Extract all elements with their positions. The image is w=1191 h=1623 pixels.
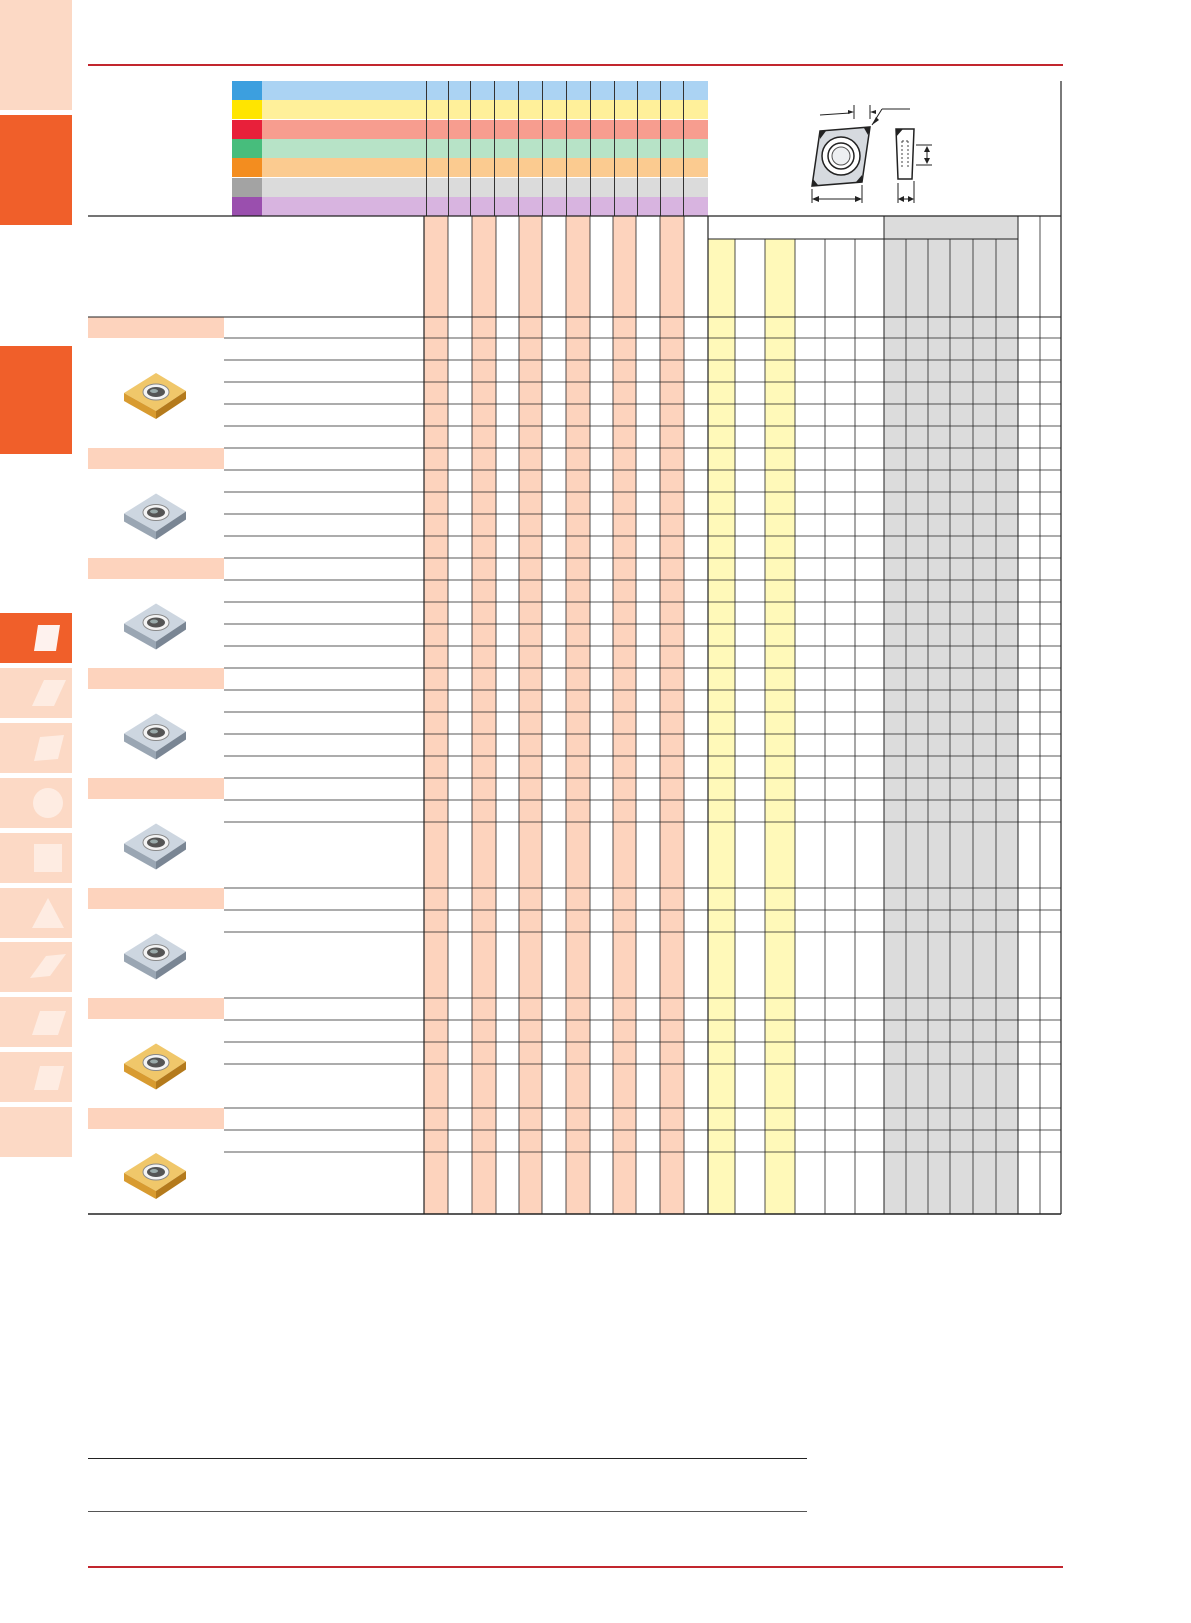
cutting-condition-shade (708, 239, 735, 1214)
material-swatch-6 (232, 177, 262, 197)
material-band-6 (262, 177, 708, 197)
footnote-rule-bottom (88, 1511, 807, 1512)
footnote-rule-top (88, 1458, 807, 1459)
band-divider (660, 81, 661, 216)
insert-gold-icon (124, 1153, 186, 1199)
rhombus-55-icon (34, 735, 64, 761)
side-tab-5[interactable] (0, 457, 72, 612)
insert-silver-icon (124, 823, 186, 870)
band-divider (590, 81, 591, 216)
side-tab-11[interactable] (0, 888, 72, 938)
band-divider (542, 81, 543, 216)
insert-dimension-diagram (790, 95, 950, 210)
material-band-3 (262, 119, 708, 139)
material-swatch-1 (232, 81, 262, 100)
insert-group-header-7 (88, 998, 224, 1019)
side-tab-9[interactable] (0, 778, 72, 828)
side-tab-15[interactable] (0, 1107, 72, 1157)
parallelogram-icon (32, 1011, 66, 1035)
band-divider (426, 81, 427, 216)
insert-group-header-5 (88, 778, 224, 799)
insert-group-header-1 (88, 317, 224, 338)
cutting-condition-shade (765, 239, 795, 1214)
round-icon (33, 788, 63, 818)
material-swatch-2 (232, 100, 262, 120)
pentagon-icon (34, 1066, 64, 1090)
material-band-2 (262, 100, 708, 120)
triangle-icon (32, 898, 64, 928)
band-divider (683, 81, 684, 216)
material-band-5 (262, 158, 708, 178)
side-tab-2[interactable] (0, 115, 72, 225)
side-tab-strip (0, 0, 72, 1200)
side-tab-3[interactable] (0, 227, 72, 345)
side-tab-14[interactable] (0, 1052, 72, 1102)
insert-silver-icon (124, 933, 186, 980)
insert-side-view-icon (895, 128, 932, 203)
grade-column-shade (519, 216, 542, 1214)
band-divider (637, 81, 638, 216)
insert-gold-icon (124, 373, 186, 419)
insert-group-header-8 (88, 1108, 224, 1129)
band-divider (448, 81, 449, 216)
insert-group-header-4 (88, 668, 224, 689)
insert-silver-icon (124, 493, 186, 540)
material-swatch-4 (232, 138, 262, 158)
side-tab-7[interactable] (0, 668, 72, 718)
material-swatch-3 (232, 119, 262, 139)
side-tab-8[interactable] (0, 723, 72, 773)
insert-group-header-3 (88, 558, 224, 579)
insert-group-header-2 (88, 448, 224, 469)
band-divider (494, 81, 495, 216)
band-divider (566, 81, 567, 216)
band-divider (518, 81, 519, 216)
side-tab-12[interactable] (0, 942, 72, 992)
insert-group-header-6 (88, 888, 224, 909)
insert-gold-icon (124, 1043, 186, 1090)
header-rule (88, 64, 1063, 66)
band-divider (614, 81, 615, 216)
side-tab-1[interactable] (0, 0, 72, 110)
grade-column-shade (613, 216, 636, 1214)
material-band-7 (262, 196, 708, 216)
square-icon (34, 844, 62, 872)
material-swatch-5 (232, 158, 262, 178)
rhombus-80-icon (34, 625, 60, 651)
band-divider (470, 81, 471, 216)
side-tab-13[interactable] (0, 997, 72, 1047)
material-band-header (232, 81, 708, 216)
material-band-1 (262, 81, 708, 100)
insert-top-view-icon (811, 105, 910, 203)
footer-rule (88, 1566, 1063, 1568)
rhombus-35-icon (32, 680, 66, 706)
insert-silver-icon (124, 713, 186, 760)
material-swatch-7 (232, 196, 262, 216)
side-tab-6[interactable] (0, 613, 72, 663)
insert-silver-icon (124, 603, 186, 650)
side-tab-4[interactable] (0, 346, 72, 454)
trigon-icon (30, 954, 66, 978)
side-tab-10[interactable] (0, 833, 72, 883)
material-band-4 (262, 138, 708, 158)
